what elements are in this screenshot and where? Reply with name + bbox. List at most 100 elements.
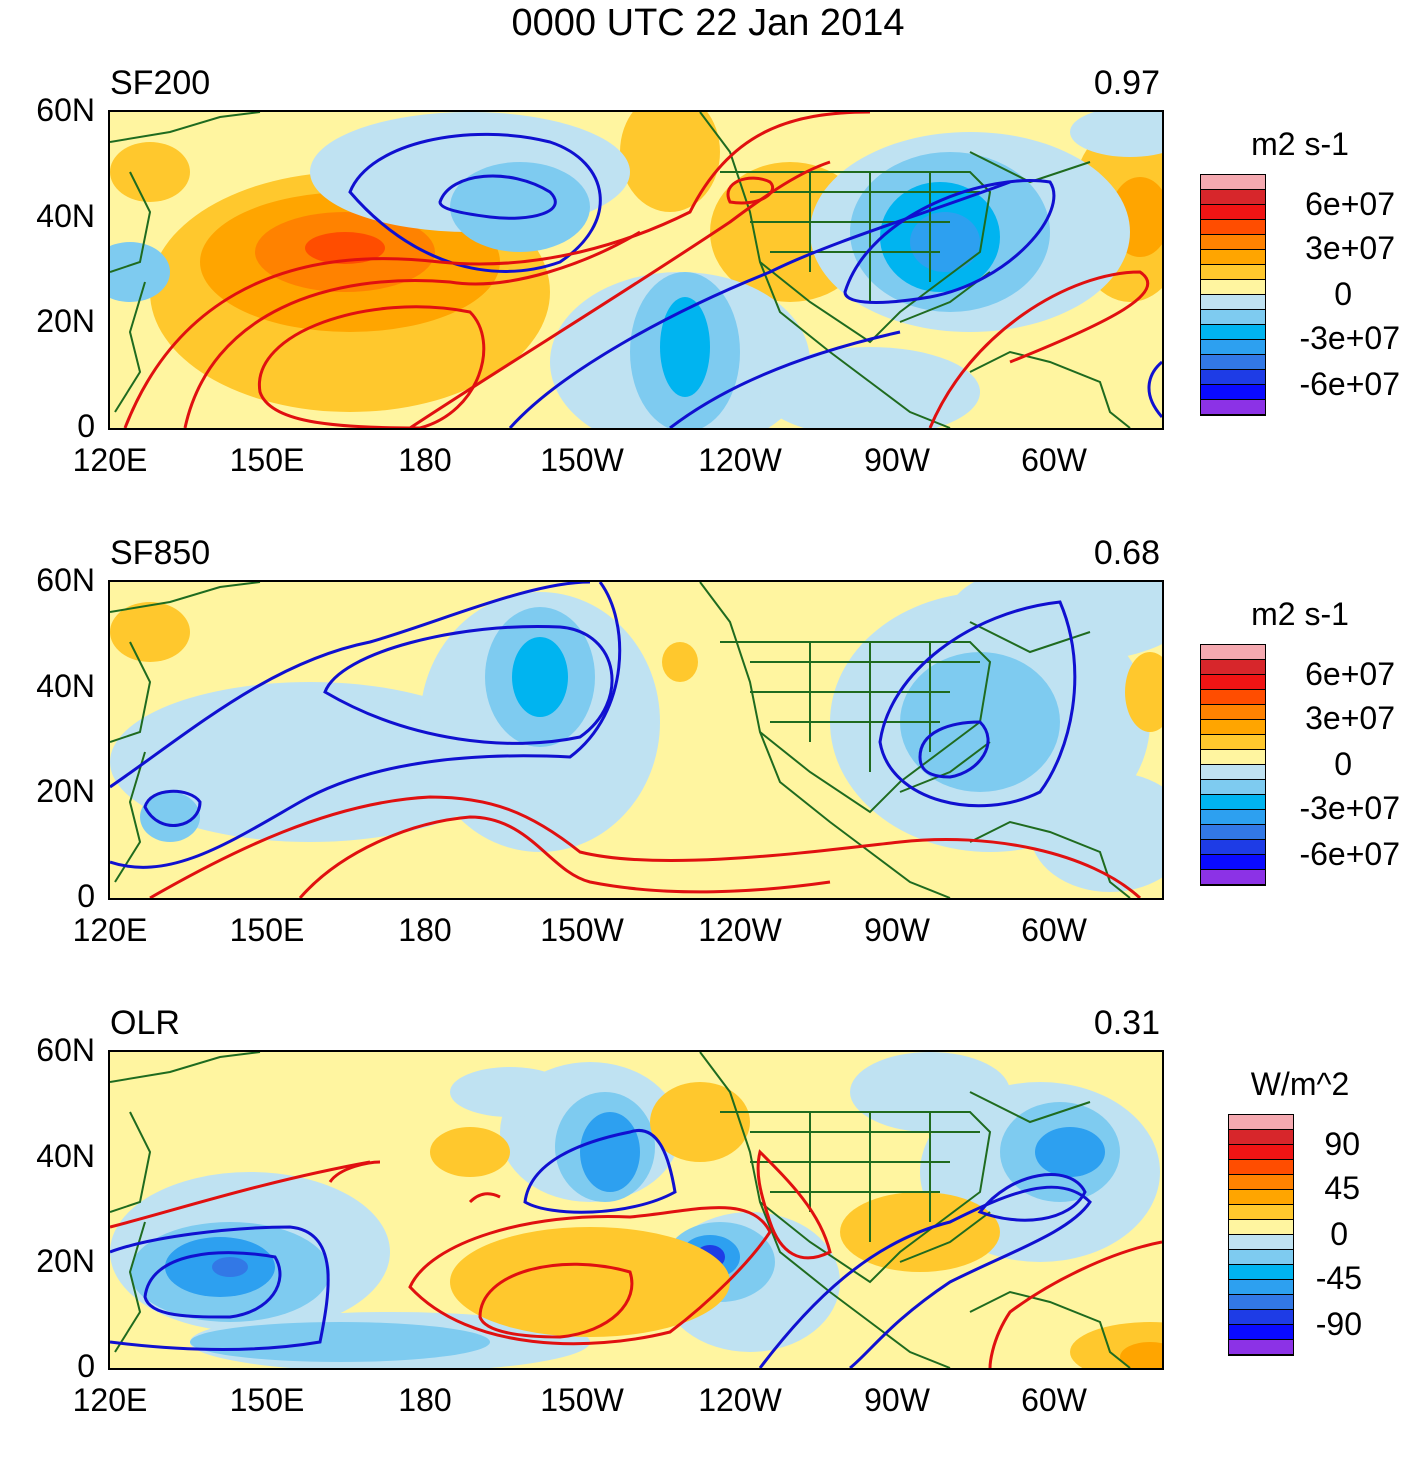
- y-tick-0: 0: [77, 1348, 95, 1384]
- colorbar-swatch: [1201, 175, 1265, 190]
- colorbar-swatch: [1201, 780, 1265, 795]
- x-tick-120w: 120W: [698, 442, 782, 478]
- cb-label: 6e+07: [1305, 656, 1395, 692]
- colorbar-swatch: [1201, 765, 1265, 780]
- x-tick-120e: 120E: [72, 442, 148, 478]
- colorbar-swatch: [1229, 1115, 1293, 1130]
- x-tick-120e: 120E: [72, 1382, 148, 1418]
- colorbar-swatch: [1201, 870, 1265, 885]
- colorbar-swatch: [1201, 280, 1265, 295]
- x-tick-120e: 120E: [72, 912, 148, 948]
- cb-label: 3e+07: [1305, 230, 1395, 266]
- sf850-map: [108, 580, 1164, 900]
- y-tick-40n: 40N: [36, 1138, 95, 1174]
- x-tick-180: 180: [398, 912, 452, 948]
- sf850-panel: SF850 0.68: [0, 534, 1406, 1004]
- y-tick-40n: 40N: [36, 198, 95, 234]
- x-tick-90w: 90W: [864, 442, 930, 478]
- colorbar-swatch: [1201, 250, 1265, 265]
- colorbar-swatch: [1201, 810, 1265, 825]
- colorbar-swatch: [1229, 1175, 1293, 1190]
- colorbar-swatch: [1201, 220, 1265, 235]
- colorbar-swatch: [1229, 1205, 1293, 1220]
- colorbar-swatch: [1201, 205, 1265, 220]
- x-tick-180: 180: [398, 1382, 452, 1418]
- y-tick-20n: 20N: [36, 303, 95, 339]
- colorbar-units: W/m^2: [1250, 1066, 1350, 1102]
- colorbar-swatch: [1229, 1295, 1293, 1310]
- colorbar-swatch: [1201, 735, 1265, 750]
- colorbar-swatch: [1201, 355, 1265, 370]
- colorbar-swatch: [1201, 400, 1265, 415]
- colorbar-swatch: [1229, 1325, 1293, 1340]
- colorbar-swatch: [1201, 295, 1265, 310]
- y-tick-60n: 60N: [36, 92, 95, 128]
- cb-label: 0: [1334, 746, 1352, 782]
- colorbar: [1200, 174, 1266, 416]
- colorbar-swatch: [1229, 1310, 1293, 1325]
- colorbar-swatch: [1229, 1190, 1293, 1205]
- x-tick-120w: 120W: [698, 912, 782, 948]
- y-tick-60n: 60N: [36, 1032, 95, 1068]
- pattern-correlation: 0.68: [1093, 534, 1160, 572]
- colorbar-swatch: [1229, 1160, 1293, 1175]
- y-tick-40n: 40N: [36, 668, 95, 704]
- colorbar-swatch: [1229, 1235, 1293, 1250]
- y-tick-60n: 60N: [36, 562, 95, 598]
- panel-label: SF850: [110, 534, 211, 572]
- cb-label: -6e+07: [1299, 366, 1400, 402]
- colorbar: [1200, 644, 1266, 886]
- colorbar-swatch: [1201, 190, 1265, 205]
- cb-label: -3e+07: [1299, 790, 1400, 826]
- colorbar-swatch: [1229, 1250, 1293, 1265]
- x-tick-150e: 150E: [229, 1382, 305, 1418]
- cb-label: -45: [1315, 1260, 1362, 1296]
- colorbar-swatch: [1201, 645, 1265, 660]
- y-tick-0: 0: [77, 878, 95, 914]
- cb-label: 90: [1324, 1126, 1360, 1162]
- x-tick-90w: 90W: [864, 1382, 930, 1418]
- colorbar-swatch: [1229, 1145, 1293, 1160]
- colorbar-swatch: [1201, 370, 1265, 385]
- cb-label: -6e+07: [1299, 836, 1400, 872]
- x-tick-60w: 60W: [1021, 442, 1087, 478]
- colorbar-units: m2 s-1: [1251, 126, 1349, 162]
- colorbar-swatch: [1201, 690, 1265, 705]
- sf200-panel: SF200 0.97: [0, 64, 1406, 534]
- x-tick-60w: 60W: [1021, 912, 1087, 948]
- colorbar-swatch: [1201, 340, 1265, 355]
- cb-label: 0: [1334, 276, 1352, 312]
- cb-label: -90: [1315, 1306, 1362, 1342]
- colorbar-swatch: [1201, 705, 1265, 720]
- olr-map: [108, 1050, 1164, 1370]
- x-tick-150e: 150E: [229, 442, 305, 478]
- colorbar-swatch: [1201, 235, 1265, 250]
- x-tick-180: 180: [398, 442, 452, 478]
- colorbar-swatch: [1201, 855, 1265, 870]
- colorbar-swatch: [1201, 265, 1265, 280]
- colorbar-units: m2 s-1: [1251, 596, 1349, 632]
- colorbar-swatch: [1229, 1280, 1293, 1295]
- cb-label: 3e+07: [1305, 700, 1395, 736]
- x-tick-60w: 60W: [1021, 1382, 1087, 1418]
- colorbar-swatch: [1201, 660, 1265, 675]
- colorbar-swatch: [1201, 310, 1265, 325]
- colorbar-swatch: [1201, 325, 1265, 340]
- colorbar-swatch: [1201, 840, 1265, 855]
- figure-title: 0000 UTC 22 Jan 2014: [511, 2, 905, 44]
- x-tick-150w: 150W: [540, 912, 624, 948]
- x-tick-150w: 150W: [540, 1382, 624, 1418]
- y-tick-20n: 20N: [36, 1243, 95, 1279]
- cb-label: 6e+07: [1305, 186, 1395, 222]
- colorbar-swatch: [1201, 795, 1265, 810]
- panel-label: OLR: [110, 1004, 180, 1042]
- colorbar-swatch: [1201, 720, 1265, 735]
- colorbar-swatch: [1229, 1220, 1293, 1235]
- panel-label: SF200: [110, 64, 211, 102]
- x-tick-120w: 120W: [698, 1382, 782, 1418]
- cb-label: 0: [1330, 1216, 1348, 1252]
- cb-label: 45: [1324, 1170, 1360, 1206]
- colorbar-swatch: [1201, 750, 1265, 765]
- x-tick-150w: 150W: [540, 442, 624, 478]
- colorbar-swatch: [1229, 1265, 1293, 1280]
